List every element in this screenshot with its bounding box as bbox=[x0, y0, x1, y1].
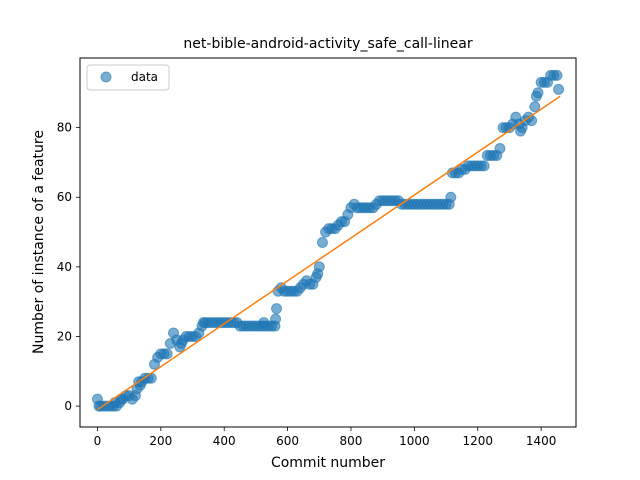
y-tick-label: 40 bbox=[57, 260, 72, 274]
legend-label: data bbox=[131, 70, 158, 84]
legend-marker bbox=[100, 71, 112, 83]
data-point bbox=[161, 348, 173, 360]
y-tick-label: 60 bbox=[57, 190, 72, 204]
plot-layer bbox=[91, 69, 565, 412]
y-axis-label: Number of instance of a feature bbox=[31, 130, 47, 354]
data-point bbox=[270, 313, 282, 325]
data-point bbox=[313, 261, 325, 273]
x-tick-label: 200 bbox=[149, 434, 172, 448]
data-point bbox=[445, 191, 457, 203]
x-tick-label: 1000 bbox=[399, 434, 430, 448]
data-point bbox=[532, 87, 544, 99]
legend: data bbox=[86, 64, 170, 91]
x-axis-label: Commit number bbox=[271, 455, 385, 471]
y-tick-label: 80 bbox=[57, 121, 72, 135]
data-point bbox=[553, 83, 565, 95]
x-tick-label: 1400 bbox=[526, 434, 557, 448]
chart-title: net-bible-android-activity_safe_call-lin… bbox=[183, 36, 472, 52]
data-point bbox=[551, 69, 563, 81]
data-point bbox=[494, 143, 506, 155]
data-point bbox=[478, 160, 490, 172]
ticks-layer: 0 200 400 600 800 1000 1200 1400 0 20 40 60 80 bbox=[57, 121, 557, 448]
fit-line bbox=[97, 95, 561, 411]
data-point bbox=[529, 101, 541, 113]
data-point bbox=[271, 303, 282, 315]
data-point bbox=[316, 237, 328, 248]
x-tick-label: 400 bbox=[213, 434, 236, 448]
x-tick-label: 600 bbox=[276, 434, 299, 448]
x-tick-label: 0 bbox=[94, 434, 102, 448]
y-tick-label: 0 bbox=[64, 399, 72, 413]
axes-frame bbox=[79, 57, 577, 428]
y-tick-label: 20 bbox=[57, 329, 72, 343]
x-tick-label: 1200 bbox=[462, 434, 493, 448]
legend-box bbox=[86, 64, 170, 91]
x-tick-label: 800 bbox=[340, 434, 363, 448]
